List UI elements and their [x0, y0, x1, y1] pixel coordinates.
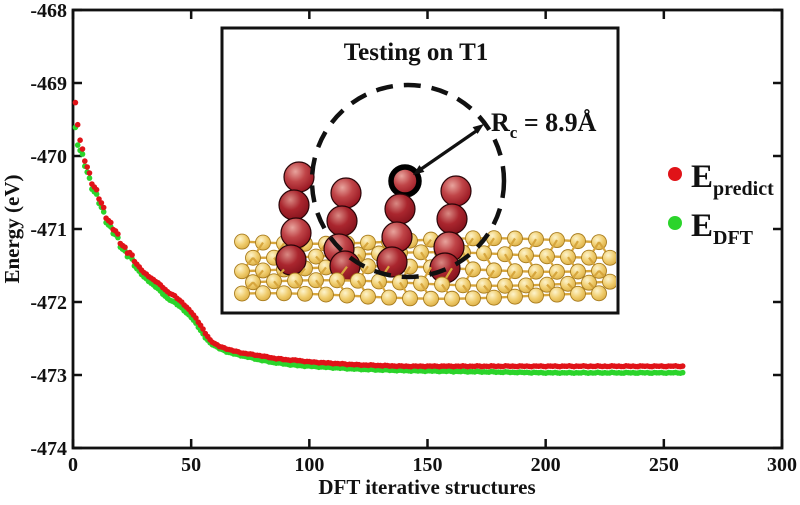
y-tick-label: -468 — [30, 0, 67, 22]
legend-label-edft: EDFT — [691, 208, 754, 249]
cutoff-radius-label: Rc = 8.9Å — [491, 108, 597, 142]
adsorbate-atom — [440, 175, 472, 207]
radius-arrow — [413, 124, 484, 175]
adsorbate-atom — [330, 177, 362, 209]
inset-structure-panel: Testing on T1 Rc = 8.9Å — [220, 26, 620, 315]
adsorbate-atom — [283, 161, 315, 193]
x-tick-label: 50 — [181, 454, 201, 476]
axis-tick-labels: 0 50 100 150 200 250 300 -468 -469 -470 -471 -472 -4… — [30, 0, 797, 476]
gold-substrate-front — [234, 265, 616, 307]
y-tick-label: -471 — [30, 219, 67, 241]
adsorbate-atom — [436, 203, 468, 235]
y-tick-label: -470 — [30, 146, 67, 168]
legend-label-epredict: Epredict — [691, 159, 774, 200]
x-tick-label: 150 — [413, 454, 443, 476]
y-tick-label: -472 — [30, 292, 67, 314]
series-epredict-dots — [72, 99, 686, 370]
x-tick-label: 100 — [294, 454, 324, 476]
x-tick-label: 200 — [531, 454, 561, 476]
y-tick-label: -474 — [30, 438, 67, 460]
adsorbate-atom — [376, 246, 408, 278]
adsorbate-atom — [275, 244, 307, 276]
y-axis-label: Energy (eV) — [0, 174, 24, 283]
inset-title: Testing on T1 — [344, 39, 489, 66]
x-tick-label: 300 — [767, 454, 797, 476]
cutoff-radius-dashed-circle — [309, 82, 507, 280]
x-tick-label: 0 — [68, 454, 78, 476]
adsorbate-atom — [278, 189, 310, 221]
adsorbate-atom — [326, 205, 358, 237]
adsorbate-atom — [280, 217, 312, 249]
legend: Epredict EDFT — [668, 159, 774, 249]
arrowhead-to-atom — [413, 165, 425, 175]
legend-marker-epredict — [668, 167, 682, 181]
arrowhead-to-circle — [472, 124, 484, 134]
x-tick-label: 250 — [649, 454, 679, 476]
legend-marker-edft — [668, 216, 682, 230]
y-tick-label: -469 — [30, 73, 67, 95]
highlighted-center-atom — [388, 164, 422, 198]
y-tick-label: -473 — [30, 365, 67, 387]
axis-ticks — [71, 8, 784, 450]
adsorbate-atom — [384, 193, 416, 225]
x-axis-label: DFT iterative structures — [318, 475, 535, 499]
